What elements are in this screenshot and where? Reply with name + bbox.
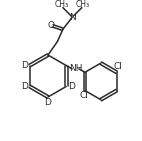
Text: O: O [47,21,54,30]
Text: Cl: Cl [114,62,122,71]
Text: CH₃: CH₃ [76,0,90,9]
Text: NH: NH [69,64,82,73]
Text: N: N [69,13,76,22]
Text: CH₃: CH₃ [55,0,69,9]
Text: D: D [21,61,28,70]
Text: D: D [68,82,75,91]
Text: Cl: Cl [80,92,89,101]
Text: D: D [45,98,51,107]
Text: D: D [21,82,28,91]
